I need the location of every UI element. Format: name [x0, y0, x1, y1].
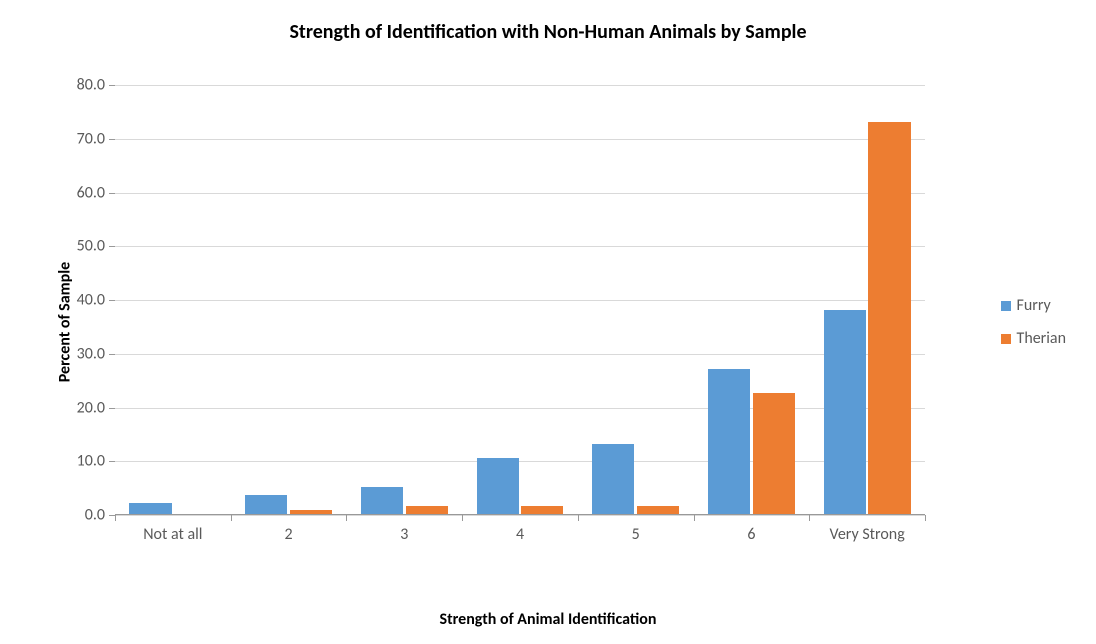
gridline — [115, 193, 925, 194]
gridline — [115, 515, 925, 516]
bar-furry — [592, 444, 634, 514]
y-tick-label: 20.0 — [77, 398, 115, 417]
y-tick-label: 80.0 — [77, 76, 115, 95]
bar-therian — [637, 506, 679, 514]
y-tick-label: 40.0 — [77, 291, 115, 310]
legend: Furry Therian — [1001, 282, 1066, 362]
bar-furry — [708, 369, 750, 514]
bar-furry — [361, 487, 403, 514]
bar-therian — [753, 393, 795, 514]
x-tick-mark — [462, 515, 463, 521]
y-tick-label: 10.0 — [77, 452, 115, 471]
x-tick-mark — [925, 515, 926, 521]
legend-swatch — [1001, 334, 1011, 344]
plot-area: 0.010.020.030.040.050.060.070.080.0 — [115, 85, 925, 515]
chart-title: Strength of Identification with Non-Huma… — [0, 20, 1096, 44]
gridline — [115, 300, 925, 301]
gridline — [115, 139, 925, 140]
bar-therian — [290, 510, 332, 514]
y-tick-label: 50.0 — [77, 237, 115, 256]
legend-label: Therian — [1017, 329, 1066, 348]
legend-label: Furry — [1017, 296, 1051, 315]
gridline — [115, 408, 925, 409]
x-axis-label: Strength of Animal Identification — [0, 610, 1096, 629]
bar-therian — [868, 122, 910, 514]
gridline — [115, 461, 925, 462]
x-tick-mark — [346, 515, 347, 521]
x-tick-label: 2 — [234, 525, 344, 544]
legend-swatch — [1001, 301, 1011, 311]
x-tick-label: 4 — [465, 525, 575, 544]
x-tick-mark — [578, 515, 579, 521]
legend-item-furry: Furry — [1001, 296, 1066, 315]
x-tick-mark — [694, 515, 695, 521]
bar-furry — [477, 458, 519, 514]
bar-furry — [245, 495, 287, 514]
x-tick-label: Not at all — [118, 525, 228, 544]
y-tick-label: 70.0 — [77, 129, 115, 148]
x-tick-label: 3 — [349, 525, 459, 544]
bar-therian — [521, 506, 563, 514]
gridline — [115, 354, 925, 355]
legend-item-therian: Therian — [1001, 329, 1066, 348]
x-tick-label: Very Strong — [812, 525, 922, 544]
x-tick-mark — [231, 515, 232, 521]
gridline — [115, 246, 925, 247]
y-tick-label: 30.0 — [77, 344, 115, 363]
y-axis-label: Percent of Sample — [56, 262, 75, 382]
bar-furry — [824, 310, 866, 514]
y-tick-label: 0.0 — [85, 506, 115, 525]
x-tick-label: 5 — [581, 525, 691, 544]
x-tick-mark — [115, 515, 116, 521]
gridline — [115, 85, 925, 86]
bar-furry — [129, 503, 171, 514]
x-tick-mark — [809, 515, 810, 521]
bar-therian — [406, 506, 448, 514]
y-tick-label: 60.0 — [77, 183, 115, 202]
x-tick-label: 6 — [696, 525, 806, 544]
chart-container: Strength of Identification with Non-Huma… — [0, 0, 1096, 644]
